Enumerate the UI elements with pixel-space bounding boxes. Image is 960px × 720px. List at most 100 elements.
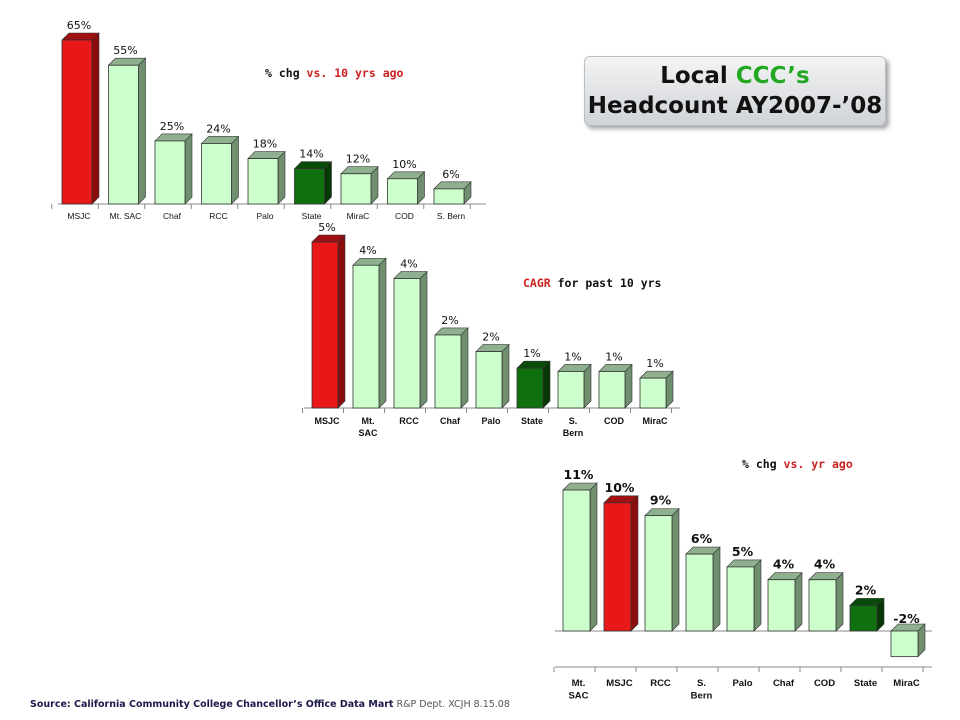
- category-label: State: [302, 211, 322, 221]
- bar-palo: [475, 343, 510, 409]
- bar-cod: [808, 572, 844, 632]
- bar-state: [849, 597, 885, 632]
- value-label: 14%: [299, 148, 323, 161]
- category-label: S. Bern: [437, 211, 466, 221]
- bar-side: [671, 507, 680, 632]
- bar-front: [393, 278, 421, 409]
- category-label: RCC: [650, 678, 671, 689]
- bar-mirac: [890, 623, 926, 658]
- bar-front: [61, 39, 93, 205]
- bar-top: [433, 181, 472, 190]
- chart-subtitle: % chg vs. yr ago: [742, 457, 853, 471]
- category-label: COD: [395, 211, 414, 221]
- bar-side: [589, 482, 598, 632]
- value-label: 5%: [318, 221, 335, 234]
- category-label: Palo: [732, 678, 752, 689]
- bar-front: [685, 553, 714, 632]
- bar-front: [562, 489, 591, 632]
- bar-top: [340, 166, 379, 175]
- value-label: 24%: [206, 122, 230, 135]
- source-text: Source: California Community College Cha…: [30, 699, 394, 710]
- bar-rcc: [200, 135, 240, 205]
- category-label: MSJC: [606, 678, 633, 689]
- bar-front: [598, 371, 626, 409]
- bar-top: [200, 136, 240, 144]
- bar-top: [154, 133, 193, 142]
- value-label: 2%: [855, 582, 877, 597]
- value-label: 55%: [113, 44, 137, 57]
- category-label: Mt. SAC: [358, 416, 378, 438]
- bar-palo: [726, 559, 762, 632]
- category-label: Palo: [256, 211, 273, 221]
- value-label: 4%: [400, 258, 417, 271]
- bar-front: [108, 64, 139, 205]
- bar-side: [712, 546, 721, 632]
- bar-msjc: [61, 32, 100, 205]
- bar-top: [293, 161, 333, 169]
- bar-front: [639, 377, 667, 409]
- bar-side: [231, 135, 239, 205]
- bar-mtsac: [562, 482, 598, 632]
- bar-front: [387, 178, 418, 205]
- category-label: S. Bern: [691, 678, 713, 702]
- bar-front: [726, 566, 755, 632]
- bar-mtsac: [352, 257, 387, 409]
- bar-chaf: [767, 572, 803, 632]
- value-label: 65%: [67, 19, 91, 32]
- source-dept: R&P Dept. XCJH 8.15.08: [393, 699, 510, 710]
- bar-side: [624, 363, 633, 409]
- bar-top: [107, 57, 147, 66]
- value-label: -2%: [893, 611, 920, 626]
- bar-msjc: [311, 234, 346, 409]
- category-label: COD: [814, 678, 835, 689]
- bar-state: [516, 360, 551, 409]
- bar-front: [808, 579, 837, 632]
- value-label: 4%: [359, 244, 376, 257]
- bar-front: [516, 367, 544, 409]
- bar-front: [247, 158, 279, 205]
- bar-front: [557, 371, 585, 409]
- title-ccc: CCC’s: [735, 63, 810, 89]
- value-label: 1%: [605, 350, 622, 363]
- bar-side: [337, 234, 346, 409]
- source-footer: Source: California Community College Cha…: [30, 699, 510, 710]
- bar-side: [835, 572, 844, 632]
- value-label: 4%: [773, 557, 795, 572]
- bar-side: [184, 133, 193, 205]
- category-label: RCC: [209, 211, 227, 221]
- bar-side: [419, 270, 428, 409]
- category-label: Mt. SAC: [568, 678, 588, 702]
- bar-side: [794, 572, 803, 632]
- chart-2: 5% MSJC 4% Mt. SAC 4% RCC 2% Chaf 2% Palo 1% State 1%…: [302, 221, 680, 438]
- value-label: 18%: [253, 138, 277, 151]
- category-label: S. Bern: [563, 416, 584, 438]
- category-label: Chaf: [163, 211, 182, 221]
- bar-side: [753, 559, 762, 632]
- bar-front: [890, 630, 919, 658]
- category-label: RCC: [399, 416, 419, 426]
- bar-chaf: [154, 133, 193, 205]
- bar-side: [542, 360, 551, 409]
- bar-top: [247, 151, 286, 159]
- category-label: COD: [604, 416, 625, 426]
- title-line-2: Headcount AY2007-’08: [587, 93, 883, 119]
- bar-palo: [247, 150, 286, 205]
- bar-sbern: [557, 363, 592, 409]
- value-label: 6%: [691, 531, 713, 546]
- bar-front: [434, 334, 462, 409]
- bar-front: [154, 140, 186, 205]
- bar-front: [603, 502, 632, 632]
- value-label: 10%: [392, 158, 416, 171]
- bar-front: [311, 241, 339, 409]
- value-label: 5%: [732, 544, 754, 559]
- category-label: MSJC: [67, 211, 90, 221]
- bar-front: [849, 604, 878, 632]
- value-label: 9%: [650, 493, 672, 508]
- value-label: 6%: [442, 168, 459, 181]
- value-label: 2%: [482, 331, 499, 344]
- value-label: 1%: [564, 350, 581, 363]
- value-label: 2%: [441, 314, 458, 327]
- bar-front: [767, 579, 796, 632]
- bar-top: [61, 32, 100, 41]
- bar-msjc: [603, 495, 639, 632]
